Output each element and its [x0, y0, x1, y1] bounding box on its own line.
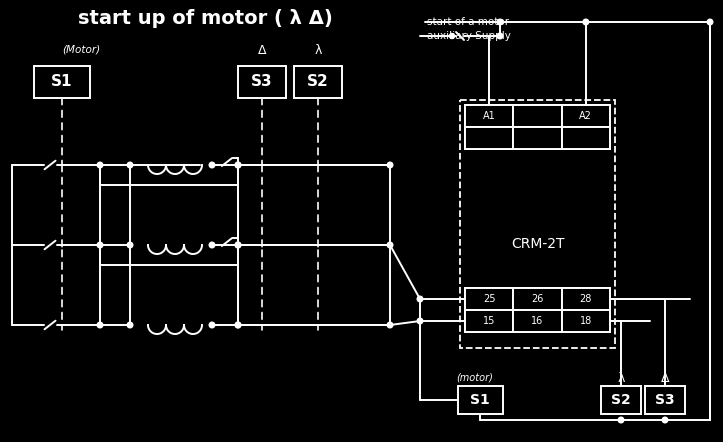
- Bar: [562, 127, 610, 149]
- Text: 16: 16: [531, 316, 544, 326]
- Bar: [465, 105, 610, 149]
- Circle shape: [618, 417, 624, 423]
- Text: S3: S3: [251, 75, 273, 89]
- Circle shape: [97, 162, 103, 168]
- Text: 28: 28: [580, 294, 592, 304]
- Circle shape: [127, 322, 133, 328]
- Text: S2: S2: [307, 75, 329, 89]
- Circle shape: [97, 322, 103, 328]
- Circle shape: [209, 162, 215, 168]
- Circle shape: [235, 242, 241, 248]
- Bar: [465, 288, 610, 310]
- Bar: [238, 66, 286, 98]
- Circle shape: [127, 242, 133, 248]
- Circle shape: [235, 162, 241, 168]
- Text: λ: λ: [617, 371, 625, 385]
- Text: 26: 26: [531, 294, 544, 304]
- Circle shape: [497, 19, 502, 25]
- Text: λ: λ: [315, 43, 322, 57]
- Text: A1: A1: [483, 111, 495, 121]
- Bar: [465, 310, 513, 332]
- Circle shape: [662, 417, 668, 423]
- Bar: [645, 386, 685, 414]
- Bar: [294, 66, 342, 98]
- Text: S3: S3: [655, 393, 675, 407]
- Circle shape: [235, 242, 241, 248]
- Bar: [513, 310, 562, 332]
- Bar: [513, 105, 562, 127]
- Circle shape: [127, 162, 133, 168]
- Text: auxiliary Supply: auxiliary Supply: [427, 31, 511, 41]
- Text: S2: S2: [611, 393, 631, 407]
- Text: S1: S1: [470, 393, 490, 407]
- Text: 15: 15: [483, 316, 495, 326]
- Text: A2: A2: [579, 111, 592, 121]
- Circle shape: [209, 322, 215, 328]
- Circle shape: [209, 242, 215, 248]
- Bar: [601, 386, 641, 414]
- Text: start of a motor: start of a motor: [427, 17, 509, 27]
- Bar: [465, 127, 513, 149]
- Text: Δ: Δ: [661, 371, 669, 385]
- Bar: [562, 288, 610, 310]
- Circle shape: [497, 33, 502, 39]
- Circle shape: [707, 19, 713, 25]
- Bar: [513, 288, 562, 310]
- Circle shape: [417, 296, 423, 302]
- Circle shape: [417, 318, 423, 324]
- Circle shape: [388, 322, 393, 328]
- Bar: [562, 310, 610, 332]
- Text: (Motor): (Motor): [62, 45, 100, 55]
- Bar: [562, 105, 610, 127]
- Text: 18: 18: [580, 316, 592, 326]
- Circle shape: [450, 34, 455, 38]
- Bar: [460, 100, 615, 348]
- Circle shape: [235, 162, 241, 168]
- Text: start up of motor ( λ Δ): start up of motor ( λ Δ): [77, 8, 333, 27]
- Bar: [458, 386, 502, 414]
- Text: 25: 25: [483, 294, 495, 304]
- Text: Δ: Δ: [258, 43, 266, 57]
- Bar: [34, 66, 90, 98]
- Text: CRM-2T: CRM-2T: [510, 237, 564, 251]
- Bar: [465, 310, 610, 332]
- Text: (motor): (motor): [456, 373, 493, 383]
- Circle shape: [583, 19, 589, 25]
- Circle shape: [388, 162, 393, 168]
- Bar: [465, 105, 513, 127]
- Bar: [465, 288, 513, 310]
- Circle shape: [235, 322, 241, 328]
- Text: S1: S1: [51, 75, 73, 89]
- Bar: [513, 127, 562, 149]
- Circle shape: [97, 242, 103, 248]
- Circle shape: [388, 242, 393, 248]
- Circle shape: [235, 322, 241, 328]
